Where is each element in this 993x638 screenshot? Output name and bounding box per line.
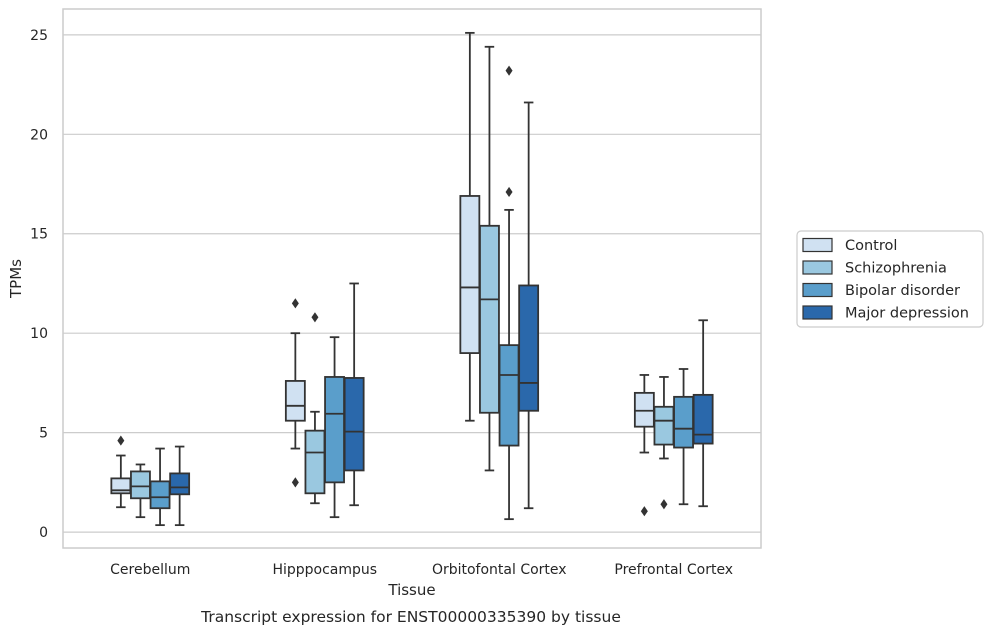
legend-label: Bipolar disorder (845, 283, 960, 299)
box-body (169, 472, 191, 496)
gridlines (63, 34, 761, 533)
box-control (110, 435, 132, 509)
legend-label: Major depression (845, 306, 969, 322)
box-schizophrenia (479, 45, 500, 472)
legend-item: Schizophrenia (802, 260, 947, 277)
box-body (343, 377, 365, 472)
legend-swatch (802, 260, 833, 275)
legend-swatch (802, 305, 833, 320)
outlier-point (660, 499, 668, 510)
box-control (459, 31, 481, 422)
x-axis-ticks: Cerebellum Hipppocampus Orbitofontal Corte… (110, 562, 733, 578)
y-tick-label: 25 (30, 28, 48, 44)
y-axis-label: TPMs (7, 259, 25, 299)
outlier-point (117, 435, 125, 446)
box-major-depression (169, 445, 191, 527)
y-tick-label: 20 (30, 127, 48, 143)
y-tick-label: 10 (30, 326, 48, 342)
outlier-point (505, 186, 513, 198)
box-body (673, 395, 694, 449)
outlier-point (505, 65, 513, 76)
box-body (324, 376, 345, 484)
chart-caption: Transcript expression for ENST0000033539… (200, 608, 621, 626)
box-bipolar-disorder (149, 447, 171, 527)
box-body (692, 393, 714, 445)
box-body (459, 195, 481, 354)
plot-frame (62, 8, 762, 549)
box-body (130, 470, 151, 500)
box-major-depression (343, 282, 365, 507)
x-tick-label: Prefrontal Cortex (614, 562, 733, 578)
legend: Control Schizophrenia Bipolar disorder Majo… (796, 230, 984, 328)
y-axis-ticks: 0 5 10 15 20 25 (30, 28, 48, 541)
outlier-point (640, 506, 648, 517)
legend-item: Bipolar disorder (802, 282, 960, 299)
box-body (518, 284, 540, 412)
box-body (653, 405, 675, 446)
legend-label: Control (845, 238, 897, 254)
box-schizophrenia (130, 463, 151, 519)
y-tick-label: 15 (30, 227, 48, 243)
legend-swatch (802, 237, 833, 253)
box-major-depression (518, 101, 540, 510)
outlier-point (291, 298, 299, 309)
box-body (149, 480, 171, 510)
box-schizophrenia (653, 376, 675, 510)
y-tick-label: 0 (39, 525, 48, 541)
box-bipolar-disorder (324, 336, 345, 519)
x-tick-label: Cerebellum (110, 562, 190, 578)
legend-item: Major depression (802, 305, 969, 322)
box-body (479, 224, 500, 414)
outlier-point (291, 477, 299, 488)
legend-swatch (802, 282, 833, 298)
boxes-layer (110, 31, 714, 527)
x-axis-label: Tissue (387, 581, 435, 599)
box-control (633, 374, 655, 517)
box-body (284, 380, 306, 422)
legend-frame (796, 230, 984, 328)
box-body (498, 344, 520, 447)
x-tick-label: Hipppocampus (272, 562, 377, 578)
x-tick-label: Orbitofontal Cortex (432, 562, 567, 578)
y-tick-label: 5 (39, 426, 48, 442)
box-major-depression (692, 319, 714, 508)
legend-item: Control (802, 237, 897, 254)
box-control (284, 298, 306, 488)
box-body (304, 429, 326, 495)
legend-label: Schizophrenia (845, 261, 947, 277)
box-body (633, 391, 655, 428)
outlier-point (311, 312, 319, 323)
